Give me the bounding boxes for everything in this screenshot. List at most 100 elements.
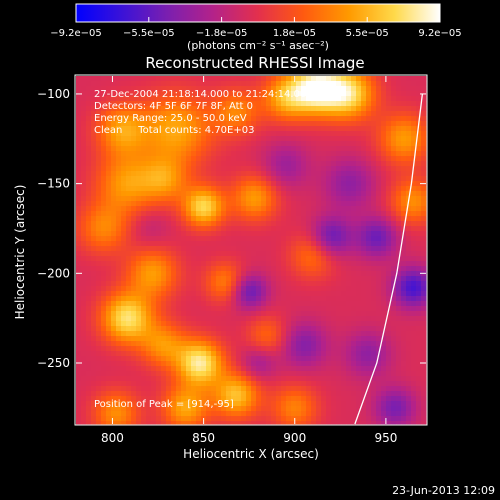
heatmap-cell [401,286,407,292]
heatmap-cell [261,216,267,222]
heatmap-cell [241,246,247,252]
heatmap-cell [136,241,142,247]
heatmap-cell [156,401,162,407]
heatmap-cell [256,321,262,327]
heatmap-cell [151,186,157,192]
heatmap-cell [396,316,402,322]
heatmap-cell [221,241,227,247]
heatmap-cell [216,411,222,417]
heatmap-cell [231,251,237,257]
heatmap-cell [81,156,87,162]
heatmap-cell [316,411,322,417]
heatmap-cell [391,406,397,412]
heatmap-cell [386,106,392,112]
heatmap-cell [86,86,92,92]
heatmap-cell [331,141,337,147]
heatmap-cell [366,81,372,87]
heatmap-cell [291,296,297,302]
heatmap-cell [396,146,402,152]
heatmap-cell [176,286,182,292]
heatmap-cell [171,126,177,132]
heatmap-cell [401,151,407,157]
heatmap-cell [241,281,247,287]
heatmap-cell [146,271,152,277]
heatmap-cell [271,301,277,307]
heatmap-cell [206,326,212,332]
heatmap-cell [416,81,422,87]
heatmap-cell [171,301,177,307]
heatmap-cell [416,231,422,237]
heatmap-cell [226,371,232,377]
heatmap-cell [261,346,267,352]
heatmap-cell [361,111,367,117]
heatmap-cell [291,76,297,82]
heatmap-cell [251,271,257,277]
heatmap-cell [76,281,82,287]
heatmap-cell [91,181,97,187]
heatmap-cell [121,261,127,267]
heatmap-cell [321,341,327,347]
heatmap-cell [311,226,317,232]
heatmap-cell [341,146,347,152]
heatmap-cell [261,301,267,307]
heatmap-cell [201,86,207,92]
heatmap-cell [266,381,272,387]
heatmap-cell [141,316,147,322]
heatmap-cell [136,221,142,227]
heatmap-cell [166,91,172,97]
colorbar-unit-label: (photons cm⁻² s⁻¹ asec⁻²) [187,39,329,52]
heatmap-cell [106,361,112,367]
heatmap-cell [271,171,277,177]
heatmap-cell [106,166,112,172]
heatmap-cell [271,296,277,302]
heatmap-cell [121,81,127,87]
heatmap-cell [406,321,412,327]
heatmap-cell [296,226,302,232]
heatmap-cell [176,116,182,122]
heatmap-cell [216,271,222,277]
heatmap-cell [136,336,142,342]
heatmap-cell [291,86,297,92]
heatmap-cell [276,401,282,407]
heatmap-cell [126,141,132,147]
heatmap-cell [121,146,127,152]
heatmap-cell [301,276,307,282]
heatmap-cell [161,386,167,392]
heatmap-cell [161,111,167,117]
heatmap-cell [411,306,417,312]
heatmap-cell [236,161,242,167]
heatmap-cell [246,251,252,257]
heatmap-cell [361,276,367,282]
heatmap-cell [261,166,267,172]
heatmap-cell [251,146,257,152]
heatmap-cell [271,196,277,202]
heatmap-cell [91,371,97,377]
heatmap-cell [201,371,207,377]
heatmap-cell [296,131,302,137]
heatmap-cell [81,276,87,282]
heatmap-cell [416,101,422,107]
heatmap-cell [331,251,337,257]
heatmap-cell [411,376,417,382]
heatmap-cell [161,181,167,187]
heatmap-cell [251,366,257,372]
heatmap-cell [81,196,87,202]
heatmap-cell [216,126,222,132]
heatmap-cell [186,96,192,102]
heatmap-cell [266,171,272,177]
heatmap-cell [156,106,162,112]
heatmap-cell [291,261,297,267]
heatmap-cell [266,116,272,122]
heatmap-cell [81,351,87,357]
heatmap-cell [351,226,357,232]
heatmap-cell [391,91,397,97]
heatmap-cell [336,156,342,162]
heatmap-cell [271,191,277,197]
heatmap-cell [281,206,287,212]
heatmap-cell [276,166,282,172]
heatmap-cell [86,81,92,87]
heatmap-cell [201,361,207,367]
heatmap-cell [256,376,262,382]
heatmap-cell [206,226,212,232]
heatmap-cell [176,371,182,377]
